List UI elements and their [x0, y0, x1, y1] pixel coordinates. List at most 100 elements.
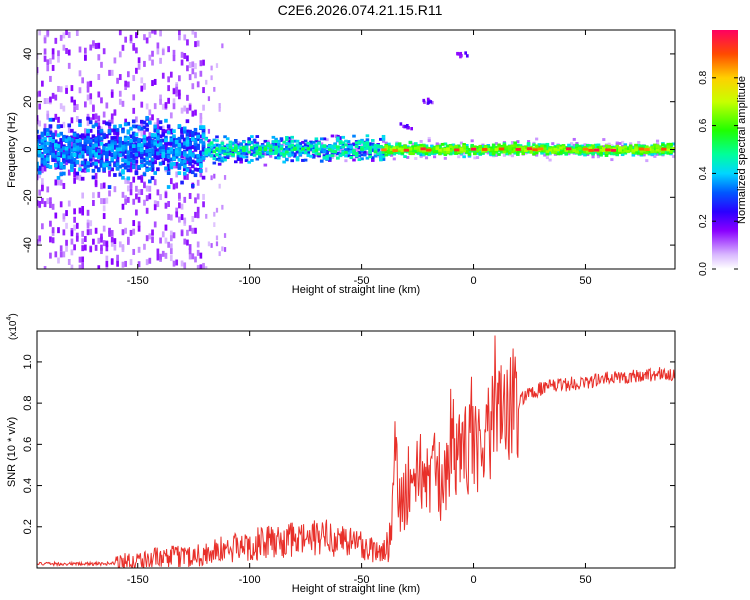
- spectrogram-cell: [384, 150, 389, 154]
- spectrogram-cell: [51, 117, 55, 122]
- spectrogram-cell: [88, 163, 93, 167]
- spectrogram-cell: [131, 119, 136, 124]
- spectrogram-cell: [199, 164, 203, 169]
- y-tick-label: 0.6: [22, 437, 34, 452]
- spectrogram-cell: [422, 98, 426, 103]
- colorbar-ticks: 0.00.20.40.60.8: [698, 70, 738, 276]
- spectrogram-cell: [202, 201, 205, 208]
- spectrogram-cell: [137, 189, 141, 196]
- spectrogram-cell: [78, 87, 82, 94]
- spectrogram-cell: [311, 140, 316, 144]
- spectrogram-cell: [413, 146, 418, 150]
- spectrogram-cell: [628, 149, 633, 153]
- spectrogram-cell: [182, 137, 187, 142]
- spectrogram-cell: [207, 140, 211, 146]
- spectrogram-cell: [188, 152, 192, 157]
- spectrogram-cell: [166, 171, 171, 176]
- spectrogram-cell: [113, 173, 117, 177]
- spectrogram-cell: [575, 143, 579, 147]
- spectrogram-cell: [362, 144, 367, 148]
- spectrogram-cell: [478, 144, 483, 148]
- spectrogram-cell: [86, 161, 90, 166]
- spectrogram-cell: [37, 118, 39, 125]
- spectrogram-cell: [564, 152, 568, 155]
- spectrogram-cell: [207, 153, 211, 157]
- spectrogram-cell: [462, 144, 466, 148]
- spectrogram-cell: [70, 148, 74, 153]
- spectrogram-cell: [86, 222, 90, 229]
- spectrogram-cell: [161, 129, 166, 133]
- spectrogram-cell: [199, 155, 203, 160]
- spectrogram-cell: [75, 173, 79, 180]
- spectrogram-cell: [131, 157, 136, 161]
- spectrogram-cell: [124, 36, 127, 43]
- spectrogram-cell: [655, 139, 660, 143]
- spectrogram-cell: [70, 157, 74, 162]
- spectrogram-cell: [502, 153, 506, 157]
- spectrogram-cell: [352, 143, 356, 147]
- spectrogram-cell: [40, 144, 45, 149]
- spectrogram-cell: [247, 160, 252, 164]
- spectrogram-cell: [639, 144, 644, 148]
- spectrogram-cell: [199, 150, 203, 155]
- spectrogram-cell: [432, 150, 437, 154]
- spectrogram-cell: [357, 147, 361, 151]
- spectrogram-cell: [164, 237, 168, 244]
- spectrogram-cell: [153, 160, 157, 165]
- spectrogram-cell: [397, 143, 402, 147]
- spectrogram-cell: [199, 169, 203, 173]
- spectrogram-cell: [239, 154, 243, 158]
- spectrogram-cell: [99, 141, 104, 146]
- spectrogram-cell: [274, 137, 278, 141]
- spectrogram-cell: [183, 154, 187, 161]
- spectrogram-cell: [199, 70, 203, 77]
- spectrogram-cell: [196, 212, 200, 219]
- spectrogram-cell: [121, 158, 125, 162]
- spectrogram-cell: [419, 143, 423, 147]
- spectrogram-cell: [134, 144, 139, 149]
- spectrogram-cell: [645, 146, 649, 150]
- spectrogram-cell: [59, 172, 63, 177]
- spectrogram-cell: [38, 30, 42, 36]
- spectrogram-cell: [661, 149, 665, 153]
- spectrogram-cell: [448, 147, 453, 151]
- spectrogram-cell: [381, 139, 386, 143]
- spectrogram-cell: [467, 149, 472, 153]
- spectrogram-cell: [110, 258, 114, 265]
- spectrogram-cell: [644, 148, 650, 151]
- spectrogram-cell: [126, 164, 131, 168]
- spectrogram-cell: [269, 154, 273, 158]
- spectrogram-cell: [137, 153, 141, 158]
- spectrogram-cell: [191, 253, 195, 260]
- spectrogram-cell: [502, 150, 507, 154]
- spectrogram-cell: [161, 125, 165, 132]
- spectrogram-cell: [166, 130, 171, 135]
- spectrogram-cell: [94, 122, 98, 127]
- spectrogram-cell: [70, 117, 74, 124]
- spectrogram-cell: [570, 142, 574, 145]
- spectrogram-cell: [194, 256, 197, 263]
- spectrogram-cell: [207, 139, 211, 143]
- spectrogram-cell: [204, 153, 209, 157]
- spectrogram-cell: [37, 199, 39, 206]
- spectrogram-cell: [180, 155, 184, 162]
- spectrogram-cell: [486, 148, 491, 151]
- spectrogram-cell: [142, 149, 147, 154]
- spectrogram-cell: [247, 142, 252, 146]
- spectrogram-cell: [153, 124, 157, 129]
- spectrogram-cell: [150, 164, 155, 168]
- spectrogram-cell: [107, 129, 112, 134]
- spectrogram-cell: [551, 142, 555, 146]
- spectrogram-cell: [67, 140, 72, 145]
- spectrogram-cell: [167, 241, 170, 248]
- spectrogram-cell: [526, 142, 531, 145]
- spectrogram-cell: [180, 214, 184, 221]
- spectrogram-cell: [45, 141, 50, 146]
- spectrogram-cell: [153, 171, 157, 175]
- spectrogram-cell: [279, 145, 284, 148]
- spectrogram-cell: [311, 147, 316, 151]
- spectrogram-cell: [663, 145, 668, 149]
- spectrogram-cell: [201, 134, 206, 139]
- spectrogram-cell: [489, 146, 493, 150]
- spectrogram-cell: [236, 153, 241, 157]
